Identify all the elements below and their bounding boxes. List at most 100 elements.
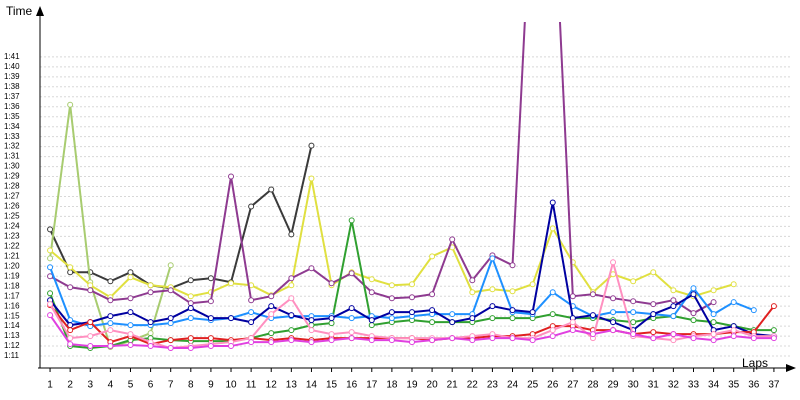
- data-point: [288, 337, 295, 344]
- x-tick-label: 25: [527, 380, 539, 391]
- y-tick-label: 1:31: [4, 152, 20, 161]
- data-point: [408, 294, 415, 301]
- data-point: [770, 335, 777, 342]
- x-tick-label: 13: [286, 380, 298, 391]
- data-point: [610, 295, 617, 302]
- data-point: [187, 277, 194, 284]
- data-point: [228, 173, 235, 180]
- data-point: [268, 186, 275, 193]
- data-point: [268, 339, 275, 346]
- data-point: [710, 319, 717, 326]
- data-point: [368, 317, 375, 324]
- x-tick-label: 9: [208, 380, 214, 391]
- x-tick-label: 10: [225, 380, 237, 391]
- data-point: [288, 275, 295, 282]
- data-point: [449, 236, 456, 243]
- y-tick-label: 1:15: [4, 311, 20, 320]
- data-point: [167, 345, 174, 352]
- x-tick-label: 33: [688, 380, 700, 391]
- data-point: [187, 335, 194, 342]
- data-point: [187, 315, 194, 322]
- x-tick-label: 26: [547, 380, 559, 391]
- data-point: [710, 337, 717, 344]
- x-tick-label: 24: [507, 380, 519, 391]
- data-point: [107, 320, 114, 327]
- data-point: [429, 337, 436, 344]
- data-point: [67, 284, 74, 291]
- data-point: [690, 285, 697, 292]
- data-point: [328, 280, 335, 287]
- data-point: [670, 287, 677, 294]
- y-tick-label: 1:40: [4, 62, 20, 71]
- data-point: [228, 315, 235, 322]
- y-tick-label: 1:20: [4, 261, 20, 270]
- data-point: [187, 300, 194, 307]
- y-tick-label: 1:29: [4, 172, 20, 181]
- data-point: [67, 101, 74, 108]
- data-point: [348, 217, 355, 224]
- data-point: [288, 295, 295, 302]
- data-point: [509, 315, 516, 322]
- y-tick-label: 1:18: [4, 281, 20, 290]
- data-point: [207, 335, 214, 342]
- data-point: [47, 301, 54, 308]
- data-point: [167, 320, 174, 327]
- data-point: [770, 327, 777, 334]
- data-point: [429, 291, 436, 298]
- y-tick-label: 1:38: [4, 82, 20, 91]
- data-point: [308, 317, 315, 324]
- data-point: [610, 327, 617, 334]
- data-point: [489, 303, 496, 310]
- data-point: [388, 315, 395, 322]
- data-point: [47, 264, 54, 271]
- data-point: [670, 313, 677, 320]
- data-point: [408, 309, 415, 316]
- data-point: [429, 253, 436, 260]
- x-tick-label: 36: [748, 380, 760, 391]
- x-tick-label: 23: [487, 380, 499, 391]
- x-tick-label: 7: [168, 380, 174, 391]
- data-point: [770, 303, 777, 310]
- data-point: [127, 269, 134, 276]
- x-axis-arrow: [786, 364, 796, 372]
- data-point: [67, 327, 74, 334]
- data-point: [348, 270, 355, 277]
- x-tick-label: 11: [246, 380, 257, 391]
- data-point: [630, 298, 637, 305]
- data-point: [87, 319, 94, 326]
- x-tick-label: 34: [708, 380, 720, 391]
- data-point: [348, 335, 355, 342]
- grid: [40, 56, 790, 372]
- data-point: [87, 333, 94, 340]
- data-point: [589, 312, 596, 319]
- data-point: [47, 255, 54, 262]
- data-point: [388, 337, 395, 344]
- data-point: [87, 343, 94, 350]
- y-tick-label: 1:13: [4, 331, 20, 340]
- data-point: [228, 280, 235, 287]
- data-point: [348, 329, 355, 336]
- data-point: [569, 293, 576, 300]
- data-point: [650, 335, 657, 342]
- data-point: [107, 327, 114, 334]
- data-point: [87, 287, 94, 294]
- x-tick-label: 8: [188, 380, 194, 391]
- data-point: [408, 281, 415, 288]
- data-point: [529, 281, 536, 288]
- data-point: [509, 335, 516, 342]
- y-tick-label: 1:27: [4, 192, 20, 201]
- x-tick-label: 16: [346, 380, 358, 391]
- x-tick-label: 2: [67, 380, 73, 391]
- y-tick-label: 1:26: [4, 202, 20, 211]
- data-point: [207, 298, 214, 305]
- data-point: [328, 331, 335, 338]
- data-point: [107, 297, 114, 304]
- y-tick-label: 1:24: [4, 222, 20, 231]
- data-point: [127, 342, 134, 349]
- data-point: [147, 282, 154, 289]
- y-tick-label: 1:14: [4, 321, 20, 330]
- data-point: [308, 175, 315, 182]
- data-point: [529, 337, 536, 344]
- y-tick-label: 1:28: [4, 182, 20, 191]
